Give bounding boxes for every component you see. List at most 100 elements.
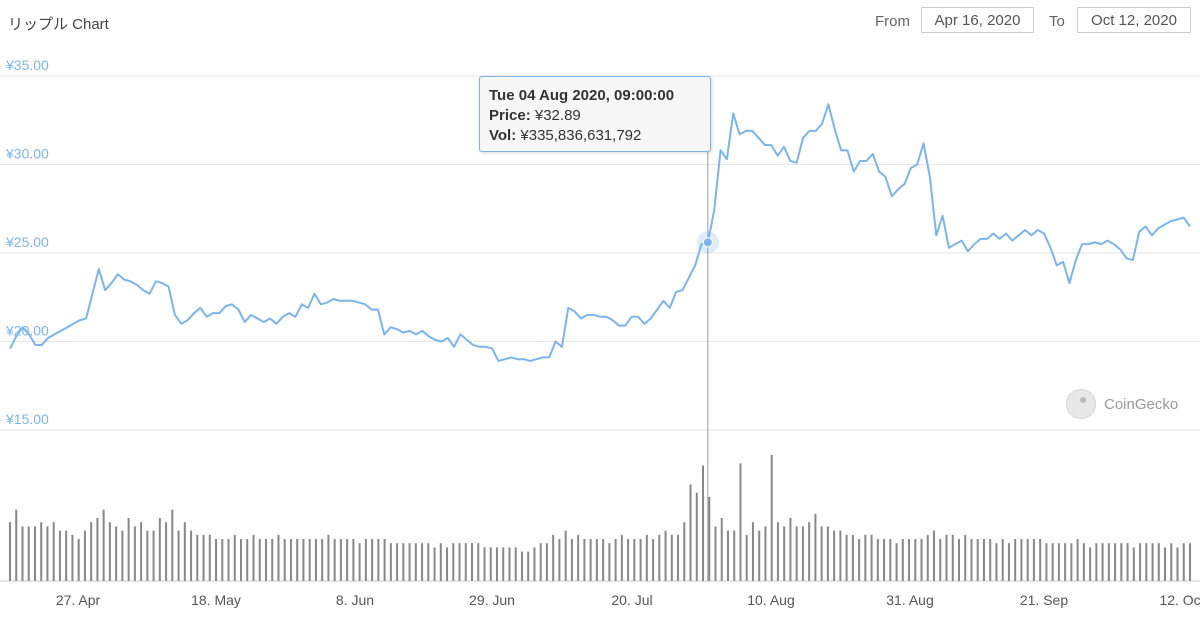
volume-bar: [1164, 547, 1167, 581]
volume-bar: [289, 539, 292, 581]
volume-bar: [627, 539, 630, 581]
volume-bar: [783, 526, 786, 581]
volume-bar: [1082, 543, 1085, 581]
volume-bar: [702, 465, 705, 581]
chart-tooltip: Tue 04 Aug 2020, 09:00:00 Price: ¥32.89 …: [479, 76, 711, 152]
volume-bar: [739, 463, 742, 581]
volume-bar: [845, 534, 848, 581]
price-series: [9, 103, 1191, 362]
volume-bar: [296, 539, 299, 581]
volume-bar: [883, 539, 886, 581]
volume-bar: [633, 539, 636, 581]
volume-bar: [658, 534, 661, 581]
volume-bar: [90, 522, 93, 581]
volume-bar: [820, 526, 823, 581]
to-date-input[interactable]: Oct 12, 2020: [1077, 7, 1191, 33]
tooltip-price-label: Price:: [489, 107, 531, 124]
volume-bar: [939, 539, 942, 581]
volume-bar: [839, 530, 842, 581]
y-tick-label: ¥20.00: [5, 323, 49, 339]
volume-bar: [121, 530, 124, 581]
volume-bar: [608, 543, 611, 581]
volume-bar: [483, 547, 486, 581]
volume-bar: [83, 530, 86, 581]
volume-bar: [514, 547, 517, 581]
volume-bar: [926, 534, 929, 581]
volume-bar: [808, 522, 811, 581]
volume-bar: [1051, 543, 1054, 581]
y-tick-label: ¥30.00: [5, 146, 49, 162]
volume-bar: [15, 509, 18, 581]
volume-bar: [1157, 543, 1160, 581]
volume-bar: [689, 484, 692, 581]
volume-bar: [27, 526, 30, 581]
volume-bar: [1057, 543, 1060, 581]
volume-bar: [33, 526, 36, 581]
volume-bar: [165, 522, 168, 581]
volume-bar: [539, 543, 542, 581]
chart-title: リップル Chart: [8, 16, 109, 33]
volume-bar: [851, 534, 854, 581]
volume-bar: [664, 530, 667, 581]
volume-bar: [683, 522, 686, 581]
volume-bar: [65, 530, 68, 581]
y-tick-label: ¥15.00: [5, 411, 49, 427]
volume-bar: [452, 543, 455, 581]
volume-bar: [471, 543, 474, 581]
x-tick-label: 27. Apr: [56, 592, 101, 608]
volume-bar: [377, 539, 380, 581]
volume-bar: [914, 539, 917, 581]
volume-bar: [751, 522, 754, 581]
volume-bar: [1176, 547, 1179, 581]
volume-bar: [177, 530, 180, 581]
volume-bar: [58, 530, 61, 581]
volume-bar: [1101, 543, 1104, 581]
volume-bar: [1151, 543, 1154, 581]
volume-bar: [758, 530, 761, 581]
volume-bar: [1032, 539, 1035, 581]
volume-bar: [945, 534, 948, 581]
volume-bar: [477, 543, 480, 581]
hover-point: [702, 237, 713, 248]
volume-bar: [745, 534, 748, 581]
volume-bar: [520, 551, 523, 581]
volume-bar: [1014, 539, 1017, 581]
volume-bar: [951, 534, 954, 581]
x-tick-label: 29. Jun: [469, 592, 515, 608]
volume-bar: [620, 534, 623, 581]
volume-bar: [570, 539, 573, 581]
volume-bar: [795, 526, 798, 581]
volume-bar: [870, 534, 873, 581]
volume-bar: [190, 530, 193, 581]
tooltip-price-value: ¥32.89: [534, 107, 581, 124]
volume-bar: [277, 534, 280, 581]
volume-bar: [1107, 543, 1110, 581]
coingecko-watermark: CoinGecko: [1066, 388, 1178, 420]
volume-bar: [1039, 539, 1042, 581]
volume-bar: [814, 513, 817, 581]
volume-bar: [346, 539, 349, 581]
volume-bar: [339, 539, 342, 581]
volume-bar: [171, 509, 174, 581]
volume-bar: [215, 539, 218, 581]
volume-bar: [1189, 543, 1191, 581]
volume-bar: [264, 539, 267, 581]
volume-bar: [233, 534, 236, 581]
volume-bar: [427, 543, 430, 581]
volume-bar: [558, 539, 561, 581]
volume-bar: [446, 547, 449, 581]
volume-bar: [258, 539, 261, 581]
volume-bar: [196, 534, 199, 581]
volume-bar: [115, 526, 118, 581]
volume-bar: [202, 534, 205, 581]
volume-bar: [46, 526, 49, 581]
y-tick-label: ¥25.00: [5, 234, 49, 250]
volume-bar: [396, 543, 399, 581]
from-date-input[interactable]: Apr 16, 2020: [921, 7, 1034, 33]
gecko-logo-icon: [1066, 389, 1096, 419]
volume-bar: [495, 547, 498, 581]
from-label: From: [875, 13, 910, 30]
volume-bar: [1076, 539, 1079, 581]
volume-bar: [96, 518, 99, 581]
volume-bar: [864, 534, 867, 581]
